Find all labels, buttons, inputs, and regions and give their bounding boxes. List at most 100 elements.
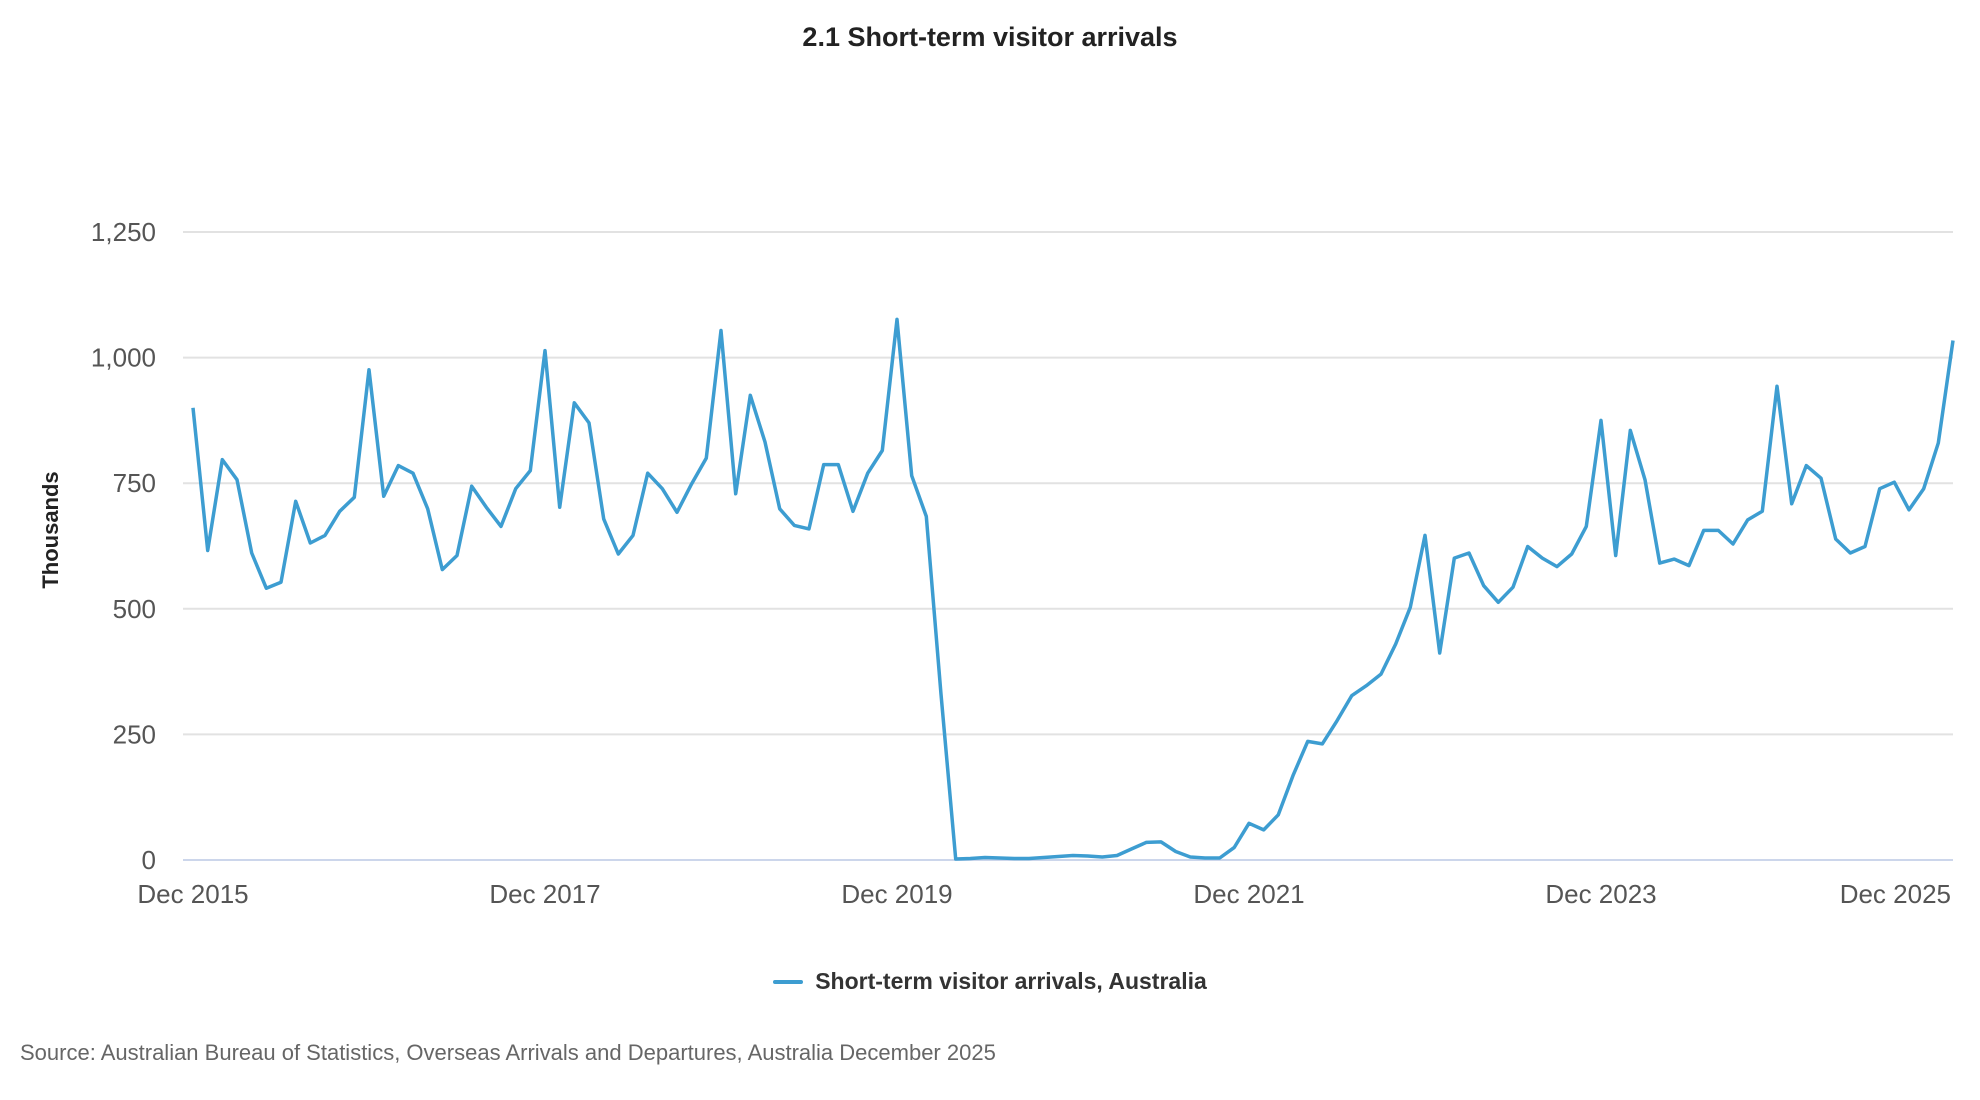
data-point[interactable] (1903, 504, 1915, 516)
data-point[interactable] (950, 853, 962, 865)
data-point[interactable] (1184, 851, 1196, 863)
data-point[interactable] (1800, 460, 1812, 472)
data-point[interactable] (319, 529, 331, 541)
data-point[interactable] (1580, 520, 1592, 532)
data-point[interactable] (906, 470, 918, 482)
data-point[interactable] (1874, 483, 1886, 495)
data-point[interactable] (1272, 809, 1284, 821)
data-point[interactable] (1610, 550, 1622, 562)
data-point[interactable] (1126, 843, 1138, 855)
data-point[interactable] (994, 852, 1006, 864)
data-point[interactable] (1947, 335, 1959, 347)
data-point[interactable] (348, 491, 360, 503)
data-point[interactable] (1654, 557, 1666, 569)
data-point[interactable] (1008, 852, 1020, 864)
data-point[interactable] (1390, 638, 1402, 650)
data-point[interactable] (1067, 849, 1079, 861)
data-point[interactable] (920, 510, 932, 522)
legend[interactable]: Short-term visitor arrivals, Australia (0, 968, 1980, 995)
data-point[interactable] (539, 345, 551, 357)
data-point[interactable] (1624, 424, 1636, 436)
data-point[interactable] (774, 503, 786, 515)
data-point[interactable] (392, 460, 404, 472)
data-point[interactable] (1830, 533, 1842, 545)
data-point[interactable] (818, 459, 830, 471)
data-point[interactable] (1522, 541, 1534, 553)
data-point[interactable] (1786, 498, 1798, 510)
data-point[interactable] (1111, 849, 1123, 861)
data-point[interactable] (1492, 596, 1504, 608)
data-point[interactable] (627, 529, 639, 541)
data-point[interactable] (1140, 836, 1152, 848)
data-point[interactable] (407, 467, 419, 479)
data-point[interactable] (935, 688, 947, 700)
data-point[interactable] (1536, 552, 1548, 564)
data-point[interactable] (1918, 483, 1930, 495)
data-point[interactable] (1859, 541, 1871, 553)
data-point[interactable] (1698, 524, 1710, 536)
data-point[interactable] (847, 505, 859, 517)
data-point[interactable] (1566, 548, 1578, 560)
data-point[interactable] (1683, 560, 1695, 572)
data-point[interactable] (290, 495, 302, 507)
data-point[interactable] (334, 505, 346, 517)
data-point[interactable] (1844, 547, 1856, 559)
data-point[interactable] (1052, 850, 1064, 862)
data-point[interactable] (1360, 680, 1372, 692)
data-point[interactable] (451, 550, 463, 562)
data-point[interactable] (1038, 851, 1050, 863)
data-point[interactable] (495, 520, 507, 532)
data-point[interactable] (1243, 817, 1255, 829)
data-point[interactable] (1932, 437, 1944, 449)
data-point[interactable] (275, 576, 287, 588)
data-point[interactable] (1302, 735, 1314, 747)
data-point[interactable] (568, 397, 580, 409)
data-point[interactable] (891, 313, 903, 325)
data-point[interactable] (715, 324, 727, 336)
data-point[interactable] (612, 548, 624, 560)
data-point[interactable] (1155, 836, 1167, 848)
data-point[interactable] (1668, 553, 1680, 565)
data-point[interactable] (964, 852, 976, 864)
data-point[interactable] (744, 389, 756, 401)
data-point[interactable] (1228, 841, 1240, 853)
data-point[interactable] (1346, 690, 1358, 702)
data-point[interactable] (466, 480, 478, 492)
data-point[interactable] (1507, 581, 1519, 593)
data-point[interactable] (1434, 647, 1446, 659)
data-point[interactable] (832, 459, 844, 471)
data-point[interactable] (1888, 476, 1900, 488)
data-point[interactable] (671, 506, 683, 518)
data-point[interactable] (422, 503, 434, 515)
data-point[interactable] (436, 564, 448, 576)
data-point[interactable] (803, 523, 815, 535)
data-point[interactable] (598, 513, 610, 525)
data-point[interactable] (1419, 529, 1431, 541)
data-point[interactable] (1331, 715, 1343, 727)
data-point[interactable] (554, 501, 566, 513)
data-point[interactable] (378, 490, 390, 502)
data-point[interactable] (1478, 580, 1490, 592)
data-point[interactable] (1712, 524, 1724, 536)
data-point[interactable] (363, 364, 375, 376)
data-point[interactable] (524, 465, 536, 477)
data-point[interactable] (202, 545, 214, 557)
data-point[interactable] (231, 474, 243, 486)
data-point[interactable] (1404, 601, 1416, 613)
data-point[interactable] (686, 478, 698, 490)
data-point[interactable] (583, 417, 595, 429)
data-point[interactable] (260, 582, 272, 594)
data-point[interactable] (876, 445, 888, 457)
data-point[interactable] (216, 454, 228, 466)
data-point[interactable] (730, 488, 742, 500)
data-point[interactable] (1742, 514, 1754, 526)
data-point[interactable] (1448, 552, 1460, 564)
data-point[interactable] (1082, 850, 1094, 862)
data-point[interactable] (187, 402, 199, 414)
data-point[interactable] (1214, 852, 1226, 864)
data-point[interactable] (1375, 668, 1387, 680)
data-point[interactable] (700, 452, 712, 464)
data-point[interactable] (1316, 738, 1328, 750)
data-point[interactable] (1463, 547, 1475, 559)
data-point[interactable] (1639, 474, 1651, 486)
